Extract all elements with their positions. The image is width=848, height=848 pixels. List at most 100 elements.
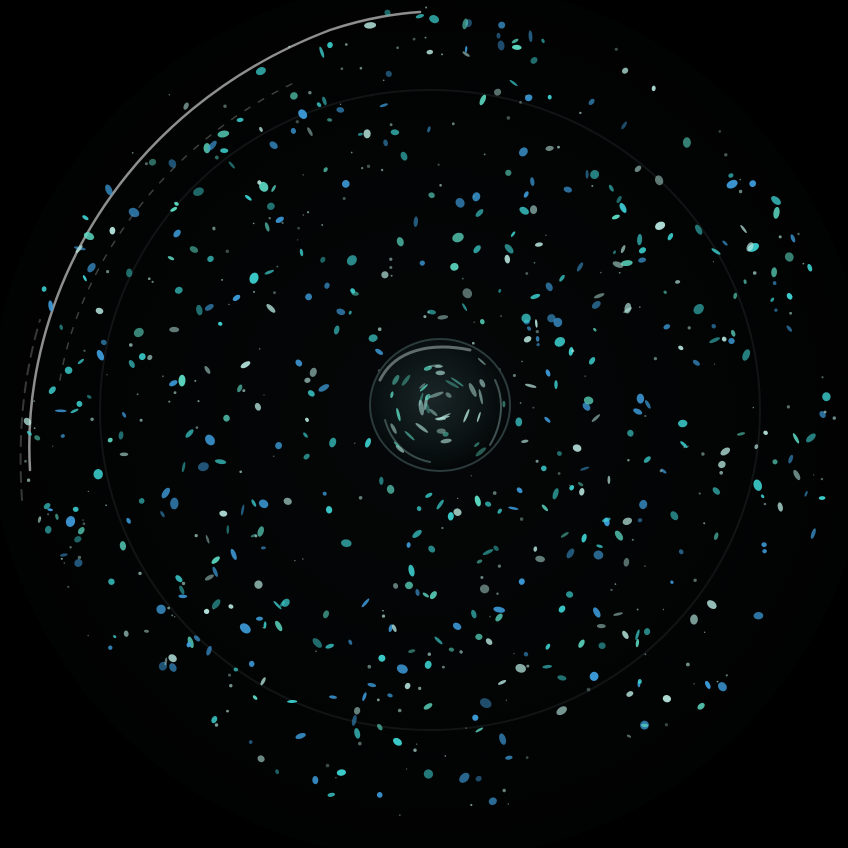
glaze-dot (396, 46, 399, 49)
glaze-speck (541, 38, 545, 44)
glaze-speck (383, 139, 388, 147)
glaze-speck (528, 30, 533, 43)
glaze-speck (810, 528, 816, 539)
glaze-speck (128, 360, 135, 368)
glaze-speck (721, 336, 727, 342)
glaze-speck (663, 324, 671, 330)
glaze-speck (455, 197, 465, 208)
glaze-speck (189, 246, 199, 253)
glaze-speck (462, 303, 468, 312)
glaze-speck (393, 583, 399, 589)
glaze-speck (138, 353, 146, 361)
glaze-dot (451, 122, 455, 126)
glaze-speck (126, 268, 133, 278)
glaze-speck (361, 598, 370, 608)
glaze-speck (736, 432, 746, 436)
glaze-speck (211, 716, 218, 724)
glaze-dot (302, 174, 305, 176)
glaze-speck (667, 233, 674, 241)
glaze-speck (722, 240, 728, 246)
glaze-dot (701, 452, 705, 456)
glaze-speck (753, 611, 764, 620)
glaze-dot (472, 341, 475, 345)
glaze-speck (74, 559, 83, 567)
glaze-speck (107, 437, 113, 443)
glaze-speck (558, 605, 566, 613)
glaze-speck (711, 323, 716, 329)
glaze-dot (752, 271, 757, 275)
glaze-speck (325, 506, 333, 514)
glaze-speck (624, 302, 632, 314)
well-speck (427, 364, 441, 367)
glaze-dot (252, 222, 255, 225)
glaze-dot (294, 559, 296, 562)
glaze-speck (788, 454, 794, 464)
well-speck (478, 389, 483, 405)
glaze-dot (171, 614, 174, 617)
glaze-dot (242, 389, 246, 393)
glaze-speck (521, 439, 529, 443)
glaze-dot (52, 445, 54, 447)
glaze-dot (281, 221, 284, 224)
glaze-dot (295, 120, 299, 124)
glaze-speck (754, 444, 759, 450)
glaze-dot (418, 686, 422, 691)
glaze-speck (423, 769, 434, 779)
glaze-speck (622, 630, 629, 639)
glaze-speck (82, 215, 89, 221)
glaze-speck (639, 499, 648, 510)
glaze-dot (90, 417, 94, 421)
glaze-speck (393, 737, 402, 746)
glaze-speck (601, 517, 611, 523)
glaze-speck (554, 337, 566, 347)
glaze-speck (248, 740, 253, 744)
glaze-speck (643, 456, 651, 463)
well-speck (477, 357, 486, 366)
glaze-speck (44, 525, 52, 534)
glaze-speck (275, 442, 283, 450)
rim-highlight (28, 10, 422, 472)
glaze-dot (427, 652, 431, 656)
glaze-speck (436, 499, 444, 510)
glaze-speck (388, 624, 393, 632)
glaze-speck (475, 633, 483, 641)
glaze-speck (183, 102, 189, 110)
glaze-speck (547, 94, 552, 100)
glaze-speck (295, 359, 303, 367)
glaze-speck (327, 792, 336, 797)
rim-highlight-inner (59, 79, 301, 381)
glaze-dot (502, 788, 506, 793)
glaze-speck (364, 438, 372, 448)
glaze-speck (569, 485, 575, 491)
glaze-speck (257, 755, 265, 763)
glaze-speck (287, 699, 298, 704)
glaze-speck (404, 682, 411, 690)
glaze-speck (638, 257, 647, 263)
glaze-speck (493, 545, 499, 551)
glaze-speck (96, 349, 105, 361)
glaze-speck (322, 610, 330, 619)
glaze-speck (607, 475, 611, 485)
glaze-dot (610, 588, 613, 592)
rim-highlight-left (19, 319, 41, 501)
glaze-speck (415, 14, 425, 19)
glaze-speck (474, 495, 481, 507)
glaze-speck (379, 476, 384, 485)
well-speck (390, 423, 397, 434)
glaze-dot (228, 303, 230, 306)
glaze-speck (75, 245, 83, 254)
glaze-dot (82, 522, 86, 525)
glaze-speck (427, 309, 436, 315)
glaze-dot (725, 674, 728, 677)
glaze-dot (335, 776, 337, 779)
glaze-dot (389, 123, 393, 127)
glaze-dot (439, 184, 442, 187)
glaze-speck (122, 411, 127, 418)
glaze-speck (179, 585, 185, 595)
glaze-speck (496, 32, 501, 39)
glaze-dot (131, 152, 134, 154)
glaze-dot (832, 416, 836, 420)
glaze-speck (581, 533, 587, 543)
glaze-speck (690, 614, 698, 625)
glaze-speck (621, 121, 627, 130)
